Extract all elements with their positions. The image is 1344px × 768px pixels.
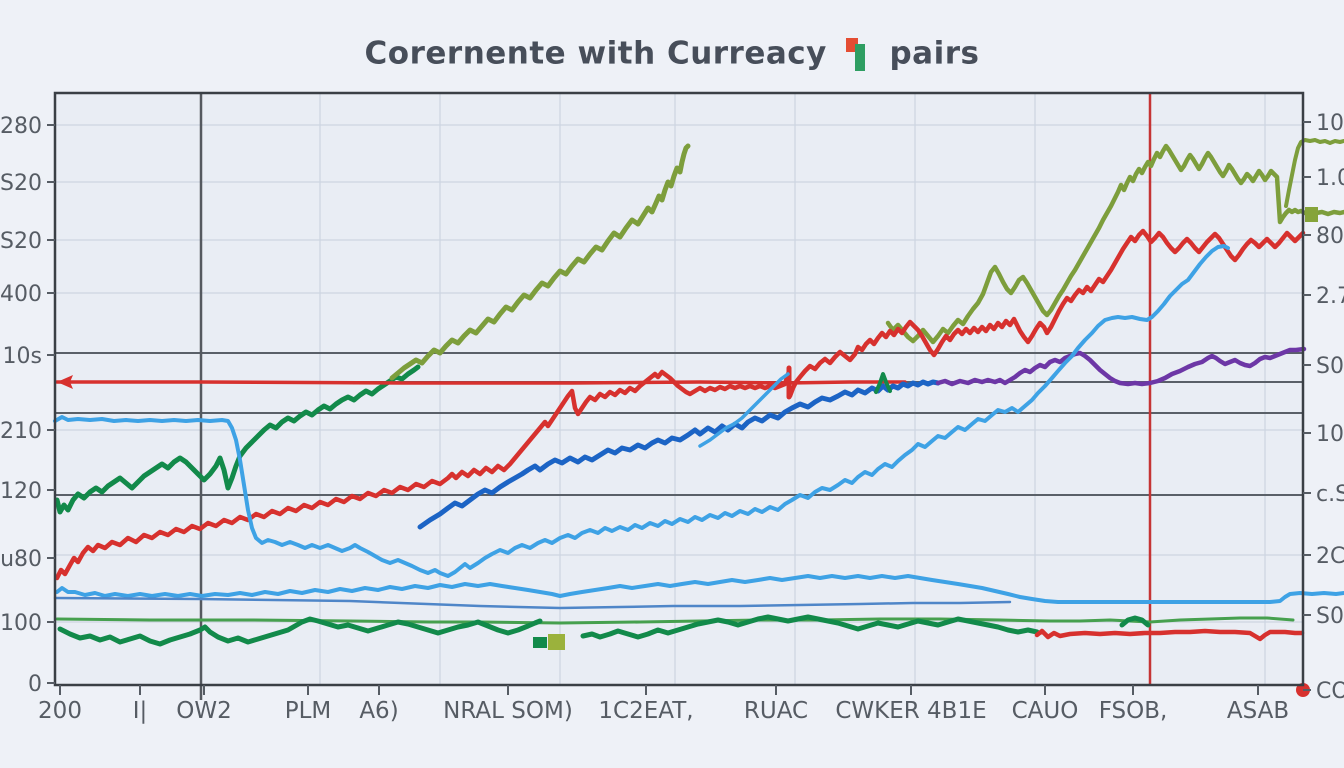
y-axis-label-right: 80C bbox=[1316, 224, 1344, 249]
y-axis-label-left: S20 bbox=[0, 171, 42, 196]
x-axis-label: OW2 bbox=[176, 698, 231, 724]
x-axis-label: CWKER 4B1E bbox=[835, 698, 986, 724]
y-axis-label-right: 100 bbox=[1316, 111, 1344, 136]
y-axis-label-left: 10s bbox=[3, 344, 42, 369]
olive-square-marker-right bbox=[1305, 207, 1318, 222]
chart-title-text-left: Corernente with Curreacy bbox=[364, 35, 827, 72]
purple-line-series bbox=[935, 346, 1307, 387]
y-axis-label-left: 0 bbox=[28, 672, 42, 697]
y-axis-label-left: 120 bbox=[0, 479, 42, 504]
x-axis-label: 1C2EAT, bbox=[598, 698, 693, 724]
y-axis-label-right: 2.7 bbox=[1316, 284, 1344, 309]
y-axis-label-right: S00 bbox=[1316, 354, 1344, 379]
y-axis-label-left: 100 bbox=[0, 611, 42, 636]
candlestick-icon-green-part bbox=[855, 43, 866, 71]
olive-top-right-series bbox=[1284, 138, 1344, 208]
red-flat-bottom-series bbox=[1034, 628, 1305, 642]
x-axis-label: 200 bbox=[38, 698, 82, 724]
x-axis-label: I| bbox=[133, 698, 148, 724]
y-axis-label-right: 1.00 bbox=[1316, 166, 1344, 191]
red-flat-mid-series bbox=[55, 380, 907, 385]
olive-left-series bbox=[389, 143, 691, 381]
y-axis-label-left: u80 bbox=[0, 547, 42, 572]
y-axis-label-right: 2C6 bbox=[1316, 544, 1344, 569]
steelblue-flat-series bbox=[53, 596, 1012, 610]
y-axis-label-left: 400 bbox=[0, 282, 42, 307]
olive-right-series bbox=[885, 143, 1344, 345]
seagreen-bump-series bbox=[1119, 615, 1151, 628]
candlestick-icon bbox=[844, 36, 872, 72]
y-axis-label-left: 280 bbox=[0, 114, 42, 139]
y-axis-label-right: 106 bbox=[1316, 422, 1344, 447]
red-arrow-marker bbox=[57, 375, 73, 389]
y-axis-label-left: S20 bbox=[0, 229, 42, 254]
x-axis-label: RUAC bbox=[744, 698, 808, 724]
plot-border bbox=[53, 91, 1305, 687]
y-axis-label-left: 210 bbox=[0, 419, 42, 444]
x-axis-label: CAUO bbox=[1012, 698, 1079, 724]
x-axis-label: A6) bbox=[359, 698, 398, 724]
seagreen-square-marker bbox=[533, 637, 547, 648]
skyblue-cross-series bbox=[698, 372, 790, 448]
olive-square-marker bbox=[548, 634, 565, 650]
seagreen-bottom-2-series bbox=[580, 614, 1040, 640]
seagreen-rise-series bbox=[54, 364, 421, 515]
seagreen-bottom-series bbox=[57, 616, 543, 647]
chart-title-text-right: pairs bbox=[889, 35, 980, 72]
skyblue-main-series bbox=[53, 244, 1230, 578]
y-axis-label-right: S0 bbox=[1316, 604, 1344, 629]
x-axis-label: ASAB bbox=[1227, 698, 1289, 724]
x-axis-label: FSOB, bbox=[1099, 698, 1168, 724]
x-axis-label: PLM bbox=[285, 698, 332, 724]
x-axis-label: NRAL SOM) bbox=[443, 698, 573, 724]
skyblue-bottom-series bbox=[55, 574, 1344, 604]
chart-title: Corernente with Curreacy pairs bbox=[0, 34, 1344, 72]
y-axis-label-right: CO bbox=[1316, 679, 1344, 704]
y-axis-label-right: c.S6 bbox=[1316, 482, 1344, 507]
seagreen-spike-series bbox=[874, 372, 892, 394]
